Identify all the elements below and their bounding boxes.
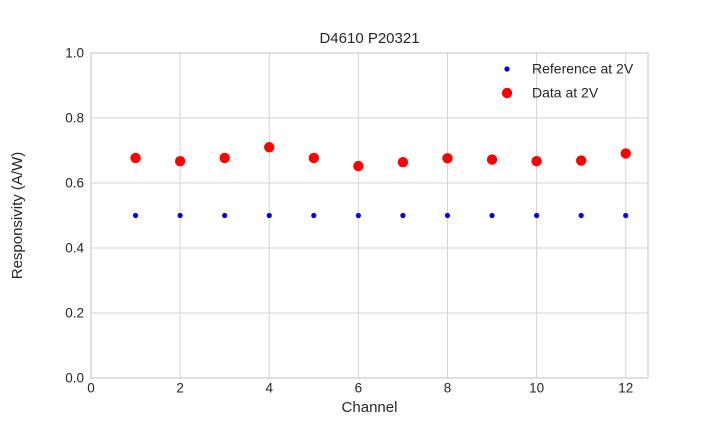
data-point — [264, 142, 275, 153]
y-tick-label: 1.0 — [65, 46, 84, 61]
data-point — [308, 152, 319, 164]
y-axis-label: Responsivity (A/W) — [9, 152, 26, 280]
x-tick-label: 12 — [618, 381, 633, 396]
plot-border-rect — [90, 52, 649, 379]
y-tick-label: 0.4 — [65, 241, 84, 256]
data-point — [130, 152, 141, 164]
data-point — [355, 212, 361, 219]
tick-labels-layer: 0 2 4 6 8 10 12 0.0 0.2 0.4 0.6 0.8 1.0 — [65, 46, 633, 396]
data-point — [177, 212, 183, 219]
legend-marker-reference — [504, 66, 510, 72]
legend-label-data: Data at 2V — [532, 85, 599, 101]
legend-marker-data — [501, 87, 513, 99]
series-data — [130, 142, 631, 172]
grid-layer — [90, 52, 648, 379]
data-point — [353, 160, 364, 172]
plot-border — [90, 52, 649, 379]
x-axis-label: Channel — [342, 399, 398, 416]
y-tick-label: 0.8 — [65, 111, 84, 126]
data-point — [397, 157, 409, 168]
data-point — [531, 156, 542, 167]
legend: Reference at 2V Data at 2V — [501, 61, 634, 101]
x-tick-label: 4 — [265, 381, 273, 396]
data-point — [489, 212, 495, 219]
y-tick-label: 0.0 — [65, 371, 84, 386]
data-point — [575, 155, 587, 166]
y-tick-label: 0.2 — [65, 306, 84, 321]
data-point — [620, 148, 631, 159]
data-point — [486, 154, 498, 165]
data-point — [266, 212, 272, 219]
data-point — [219, 152, 230, 164]
data-point — [623, 212, 629, 219]
x-tick-label: 6 — [355, 381, 363, 396]
data-point — [442, 153, 453, 164]
x-tick-label: 10 — [529, 381, 544, 396]
y-tick-label: 0.6 — [65, 176, 84, 191]
legend-label-reference: Reference at 2V — [532, 61, 634, 77]
data-point — [132, 212, 139, 219]
x-tick-label: 0 — [87, 381, 95, 396]
data-point — [222, 212, 228, 219]
data-point — [311, 212, 317, 219]
series-reference — [132, 212, 629, 219]
x-tick-label: 2 — [176, 381, 184, 396]
data-point — [400, 212, 406, 219]
data-points-layer — [130, 142, 631, 219]
chart-title: D4610 P20321 — [319, 30, 419, 47]
data-point — [578, 212, 584, 219]
data-point — [444, 212, 451, 219]
data-point — [174, 156, 186, 167]
x-tick-label: 8 — [444, 381, 452, 396]
data-point — [534, 212, 540, 219]
